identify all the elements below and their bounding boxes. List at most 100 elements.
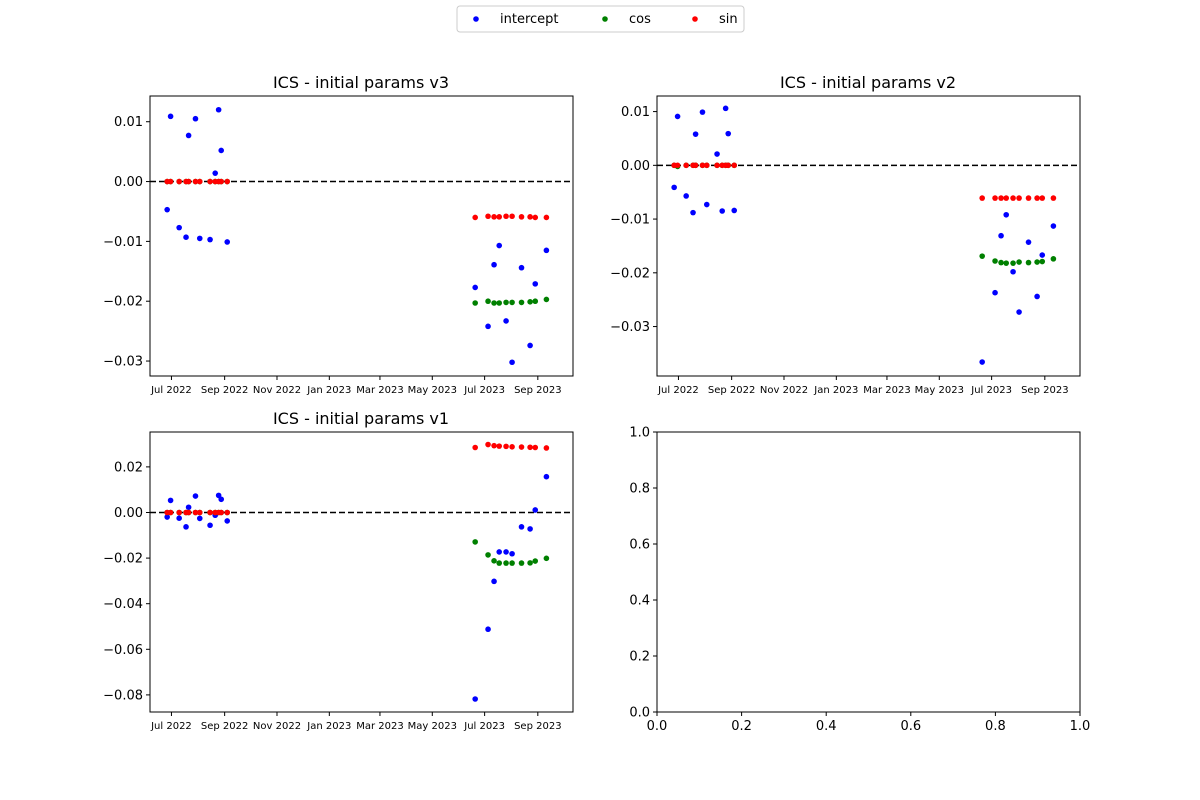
point-cos [472, 539, 478, 545]
subplot-empty: 0.0 0.2 0.4 0.6 0.8 1.0 0.0 0.2 0.4 0.6 0.8 1.0 [629, 426, 1090, 735]
point-intercept [518, 524, 525, 530]
point-intercept [207, 522, 213, 529]
point-cos [491, 558, 497, 564]
point-sin [731, 162, 738, 169]
axes-frame [149, 95, 574, 377]
point-sin [485, 441, 491, 448]
point-cos [509, 560, 515, 566]
point-sin [714, 162, 720, 169]
point-sin [491, 442, 497, 449]
legend-cos-label: cos [629, 12, 651, 27]
point-intercept [167, 497, 174, 504]
point-intercept [1010, 268, 1016, 275]
x-tick-label: 0.6 [900, 719, 921, 734]
point-intercept [518, 264, 525, 271]
point-cos [998, 259, 1004, 266]
axes-frame [149, 431, 574, 713]
point-intercept [164, 514, 170, 520]
point-intercept [218, 147, 225, 154]
y-tick-label: 0.01 [621, 105, 650, 120]
y-tick-label: −0.02 [103, 552, 143, 567]
x-tick-label: May 2023 [915, 385, 964, 396]
subplot-v3-title: ICS - initial params v3 [273, 73, 449, 92]
point-cos [979, 253, 985, 259]
point-sin [998, 195, 1004, 201]
point-intercept [699, 109, 706, 115]
x-tick-label: Jan 2023 [306, 721, 351, 732]
x-tick-label: May 2023 [408, 385, 457, 396]
x-tick-label: 0.8 [985, 719, 1006, 734]
point-intercept [503, 549, 509, 555]
point-intercept [1039, 252, 1046, 258]
point-intercept [164, 206, 170, 213]
y-tick-label: −0.03 [610, 320, 650, 335]
point-cos [992, 258, 998, 264]
axes-frame [656, 431, 1081, 713]
point-sin [176, 509, 182, 516]
point-sin [543, 445, 550, 451]
y-tick-label: 0.00 [621, 159, 650, 174]
point-cos [491, 300, 497, 306]
point-sin [509, 444, 515, 450]
point-intercept [543, 473, 550, 480]
point-sin [503, 213, 509, 220]
point-sin [703, 162, 710, 169]
point-sin [176, 178, 182, 185]
x-tick-label: May 2023 [408, 721, 457, 732]
point-cos [543, 555, 550, 562]
point-sin [527, 444, 533, 451]
y-tick-label: 0.00 [114, 506, 143, 521]
point-sin [485, 213, 491, 220]
y-tick-label: 0.00 [114, 175, 143, 190]
point-intercept [683, 193, 689, 199]
subplot-v1-title: ICS - initial params v1 [273, 409, 449, 428]
point-intercept [671, 184, 677, 191]
legend-sin-marker [692, 16, 698, 22]
point-intercept [192, 115, 199, 122]
point-cos [532, 558, 539, 564]
point-intercept [176, 515, 182, 521]
point-sin [192, 178, 199, 185]
point-intercept [992, 289, 998, 296]
point-intercept [503, 318, 509, 324]
x-tick-label: Jul 2023 [463, 385, 505, 396]
y-tick-label: −0.02 [610, 266, 650, 281]
point-sin [532, 214, 539, 221]
point-cos [485, 298, 491, 305]
point-sin [1016, 195, 1022, 201]
point-intercept [491, 261, 497, 268]
x-tick-label: Sep 2022 [708, 385, 755, 396]
point-sin [167, 178, 174, 185]
point-sin [207, 509, 213, 516]
subplot-v3: ICS - initial params v3 Jul 2022 Sep 2022… [103, 73, 574, 396]
point-sin [218, 509, 225, 516]
y-tick-label: 0.8 [629, 482, 650, 497]
y-tick-label: −0.01 [103, 235, 143, 250]
point-intercept [215, 106, 222, 113]
point-intercept [527, 342, 533, 349]
point-cos [1034, 259, 1040, 265]
point-sin [472, 444, 478, 451]
point-cos [509, 299, 515, 306]
x-tick-label: Sep 2022 [201, 721, 248, 732]
point-intercept [532, 281, 539, 287]
x-tick-label: Jul 2022 [150, 721, 192, 732]
x-tick-label: Nov 2022 [253, 721, 301, 732]
legend: intercept cos sin [456, 5, 745, 33]
x-tick-label: Sep 2023 [1021, 385, 1068, 396]
x-tick-label: Mar 2023 [356, 721, 404, 732]
x-tick-label: Jul 2023 [463, 721, 505, 732]
point-intercept [527, 526, 533, 532]
point-intercept [224, 518, 231, 524]
y-tick-label: 1.0 [629, 426, 650, 441]
legend-intercept-marker [473, 16, 479, 22]
point-intercept [224, 239, 231, 245]
point-cos [503, 560, 509, 566]
point-sin [725, 162, 732, 169]
point-intercept [485, 323, 491, 330]
point-sin [692, 162, 699, 169]
point-sin [543, 214, 550, 221]
subplot-v2-title: ICS - initial params v2 [780, 73, 956, 92]
y-tick-label: −0.02 [103, 295, 143, 310]
x-tick-label: Sep 2022 [201, 385, 248, 396]
